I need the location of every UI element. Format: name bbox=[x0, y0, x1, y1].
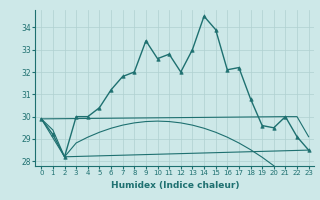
X-axis label: Humidex (Indice chaleur): Humidex (Indice chaleur) bbox=[111, 181, 239, 190]
